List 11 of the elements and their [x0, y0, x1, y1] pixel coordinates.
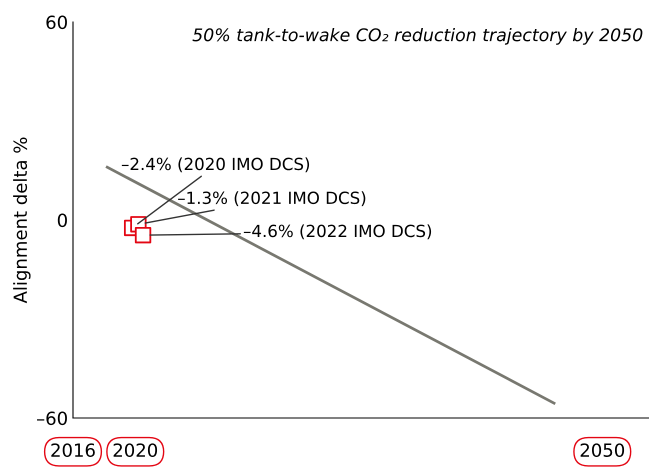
- x-tick-label: 2016: [51, 443, 95, 457]
- y-tick-label: 0: [58, 213, 67, 228]
- x-tick-label: 2020: [114, 443, 158, 457]
- data-label: –2.4% (2020 IMO DCS): [122, 157, 310, 172]
- y-axis-title: Alignment delta %: [13, 138, 31, 304]
- y-tick-label: –60: [37, 411, 67, 426]
- y-tick-label: 60: [46, 15, 67, 30]
- data-label: –4.6% (2022 IMO DCS): [244, 224, 432, 240]
- data-label: –1.3% (2021 IMO DCS): [178, 191, 366, 206]
- annotation: 50% tank-to-wake CO₂ reduction trajectory by 2050: [192, 28, 642, 45]
- x-tick-label: 2050: [580, 443, 624, 457]
